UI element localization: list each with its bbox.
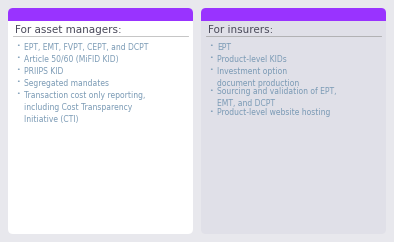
Text: Article 50/60 (MiFID KID): Article 50/60 (MiFID KID) <box>24 55 119 64</box>
Text: Sourcing and validation of EPT,
EMT, and DCPT: Sourcing and validation of EPT, EMT, and… <box>217 88 336 108</box>
FancyBboxPatch shape <box>8 8 193 234</box>
FancyBboxPatch shape <box>8 8 193 21</box>
Text: Product-level KIDs: Product-level KIDs <box>217 55 287 64</box>
Text: •: • <box>16 91 20 97</box>
Text: EPT, EMT, FVPT, CEPT, and DCPT: EPT, EMT, FVPT, CEPT, and DCPT <box>24 43 149 52</box>
FancyBboxPatch shape <box>201 8 386 21</box>
Text: For asset managers:: For asset managers: <box>15 25 122 35</box>
Text: Investment option
document production: Investment option document production <box>217 67 299 88</box>
FancyBboxPatch shape <box>201 8 386 234</box>
Text: PRIIPS KID: PRIIPS KID <box>24 67 63 76</box>
Text: •: • <box>209 44 213 48</box>
Text: •: • <box>16 55 20 60</box>
Text: •: • <box>16 68 20 73</box>
Bar <box>201 16 386 21</box>
Text: Segregated mandates: Segregated mandates <box>24 79 109 88</box>
Text: •: • <box>209 55 213 60</box>
Text: For insurers:: For insurers: <box>208 25 273 35</box>
Text: Transaction cost only reporting,
including Cost Transparency
Initiative (CTI): Transaction cost only reporting, includi… <box>24 91 145 124</box>
Text: Product-level website hosting: Product-level website hosting <box>217 108 331 117</box>
Text: •: • <box>16 44 20 48</box>
Text: •: • <box>209 68 213 73</box>
Text: •: • <box>209 88 213 93</box>
Text: EPT: EPT <box>217 43 231 52</box>
Text: •: • <box>16 80 20 84</box>
Text: •: • <box>209 108 213 113</box>
Bar <box>8 16 193 21</box>
